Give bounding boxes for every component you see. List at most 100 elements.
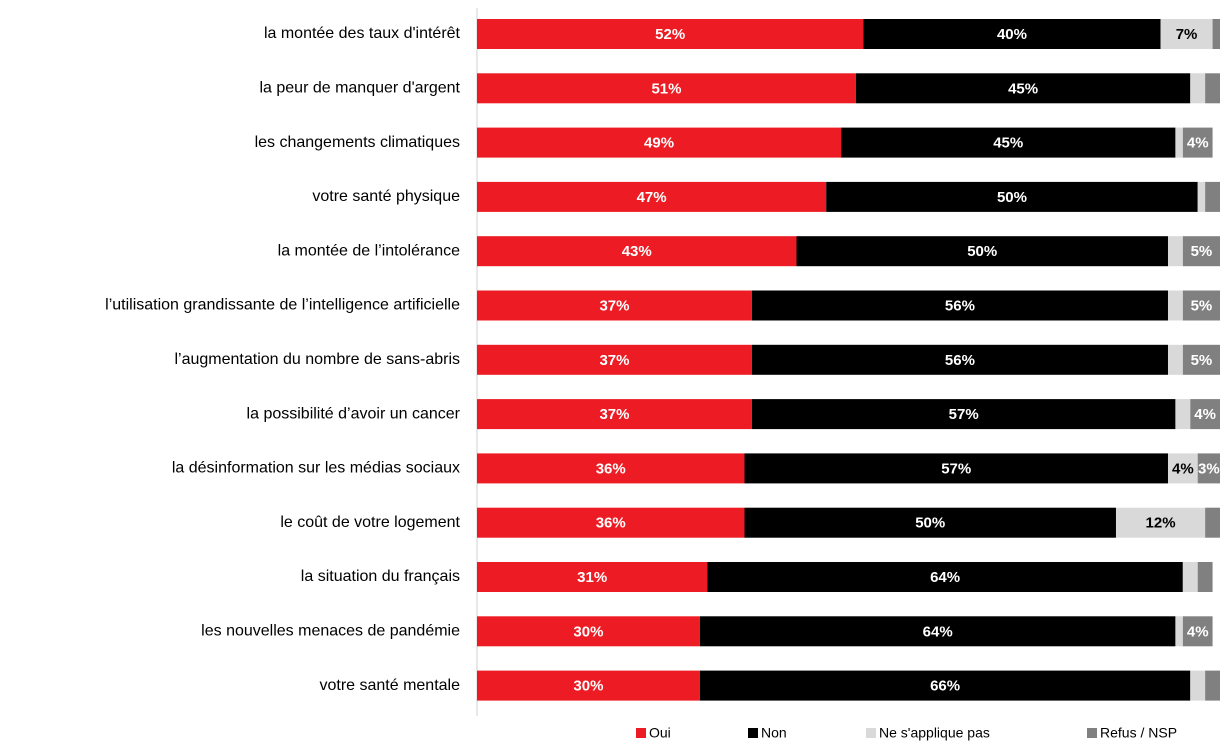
value-label: 37%	[599, 406, 629, 423]
bar-segment	[796, 236, 1168, 267]
value-label: 51%	[651, 80, 681, 97]
bar-segment	[1182, 127, 1213, 158]
bar-segment	[841, 127, 1176, 158]
value-label: 4%	[1187, 135, 1209, 152]
bar-segment	[863, 19, 1161, 49]
bar-segment	[477, 73, 856, 104]
value-label: 57%	[949, 406, 979, 423]
value-label: 47%	[637, 189, 667, 206]
category-label: l’utilisation grandissante de l’intellig…	[105, 297, 460, 314]
bar-segment	[1182, 562, 1198, 592]
bar-segment	[1115, 507, 1206, 538]
bar-segment	[477, 670, 700, 701]
legend-swatch	[866, 728, 876, 738]
bar-segment	[477, 616, 700, 647]
value-label: 37%	[599, 297, 629, 314]
value-label: 49%	[644, 135, 674, 152]
bar-segment	[1167, 290, 1183, 321]
category-label: les nouvelles menaces de pandémie	[201, 623, 460, 640]
bar-segment	[1167, 236, 1183, 267]
value-label: 31%	[577, 569, 607, 586]
value-label: 57%	[941, 460, 971, 477]
value-label: 45%	[993, 135, 1023, 152]
category-label: la montée de l’intolérance	[278, 242, 460, 259]
bar-segment	[477, 562, 708, 592]
bar-segment	[699, 616, 1176, 647]
bar-segment	[1197, 562, 1213, 592]
category-label: le coût de votre logement	[280, 514, 460, 531]
value-label: 40%	[997, 26, 1027, 43]
value-label: 50%	[997, 189, 1027, 206]
bar-segment	[1160, 19, 1213, 49]
value-label: 43%	[622, 243, 652, 260]
value-label: 64%	[930, 569, 960, 586]
legend-swatch	[1087, 728, 1097, 738]
category-label: les changements climatiques	[255, 134, 460, 151]
bar-segment	[744, 507, 1116, 538]
legend-label: Non	[761, 725, 787, 741]
bar-segment	[751, 399, 1176, 430]
bar-segment	[477, 399, 752, 430]
bar-segment	[751, 290, 1168, 321]
value-label: 30%	[573, 623, 603, 640]
value-label: 5%	[1191, 243, 1213, 260]
legend-label: Oui	[649, 725, 671, 741]
bar-segment	[477, 507, 745, 538]
bar-segment	[744, 453, 1168, 484]
value-label: 50%	[967, 243, 997, 260]
value-label: 4%	[1194, 406, 1216, 423]
bar-segment	[1197, 453, 1220, 484]
bar-segment	[826, 181, 1198, 212]
bar-segment	[477, 127, 842, 158]
bar-segment	[1182, 290, 1220, 321]
bar-segment	[1190, 73, 1206, 104]
value-label: 64%	[923, 623, 953, 640]
bar-segment	[1190, 670, 1206, 701]
category-label: votre santé mentale	[319, 677, 460, 694]
bar-segment	[477, 290, 752, 321]
bar-segment	[1167, 453, 1198, 484]
category-label: la désinformation sur les médias sociaux	[172, 460, 460, 477]
value-label: 56%	[945, 352, 975, 369]
value-label: 56%	[945, 297, 975, 314]
value-label: 52%	[655, 26, 685, 43]
category-label: votre santé physique	[312, 188, 460, 205]
value-label: 30%	[573, 678, 603, 695]
bar-segment	[1190, 399, 1220, 430]
bar-segment	[1175, 399, 1191, 430]
value-label: 45%	[1008, 80, 1038, 97]
value-label: 4%	[1172, 460, 1194, 477]
bar-segment	[699, 670, 1191, 701]
value-label: 36%	[596, 460, 626, 477]
value-label: 7%	[1176, 26, 1198, 43]
bar-segment	[477, 19, 864, 49]
bar-segment	[477, 236, 797, 267]
bar-segment	[751, 344, 1168, 375]
category-label: la montée des taux d'intérêt	[264, 25, 461, 42]
bar-segment	[1182, 236, 1220, 267]
bar-segment	[1205, 670, 1220, 701]
bar-segment	[1182, 344, 1220, 375]
category-label: la possibilité d’avoir un cancer	[247, 405, 461, 422]
value-label: 4%	[1187, 623, 1209, 640]
category-label: la peur de manquer d'argent	[259, 80, 460, 97]
legend-swatch	[636, 728, 646, 738]
value-label: 12%	[1146, 515, 1176, 532]
bar-segment	[1205, 507, 1220, 538]
value-label: 5%	[1191, 297, 1213, 314]
bar-segment	[477, 344, 752, 375]
category-label: l’augmentation du nombre de sans-abris	[175, 351, 461, 368]
legend-label: Ne s'applique pas	[879, 725, 990, 741]
bar-segment	[477, 181, 827, 212]
bar-segment	[1175, 127, 1183, 158]
value-label: 5%	[1191, 352, 1213, 369]
value-label: 50%	[915, 515, 945, 532]
value-label: 37%	[599, 352, 629, 369]
bar-segment	[1182, 616, 1213, 647]
bar-segment	[1167, 344, 1183, 375]
bar-segment	[707, 562, 1183, 592]
bar-segment	[855, 73, 1191, 104]
legend-swatch	[748, 728, 758, 738]
category-label: la situation du français	[301, 568, 460, 585]
bar-segment	[1197, 181, 1206, 212]
